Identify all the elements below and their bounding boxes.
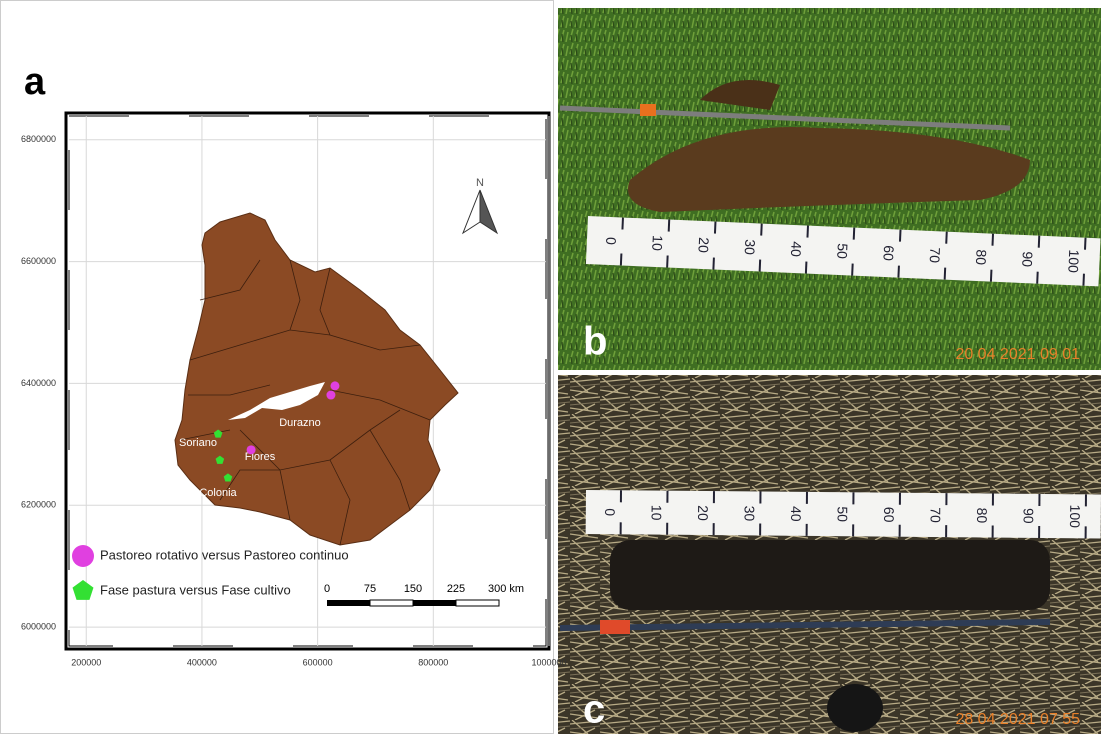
ruler-tick bbox=[992, 234, 993, 246]
figure: a Durazno Soriano Flores Colonia N 0 75 … bbox=[0, 0, 1101, 734]
panel-label: b bbox=[583, 320, 607, 364]
ruler-label: 10 bbox=[649, 505, 665, 521]
point bbox=[326, 391, 335, 400]
ruler-tick bbox=[852, 264, 853, 276]
ruler-label: 0 bbox=[603, 237, 619, 246]
ruler-label: 60 bbox=[880, 245, 897, 261]
timestamp: 28 04 2021 07 55 bbox=[955, 711, 1080, 728]
ruler-tick bbox=[715, 222, 716, 234]
ruler: 0 10 20 30 40 50 60 70 80 90 100 bbox=[586, 490, 1101, 538]
scale-label: 150 bbox=[404, 583, 422, 595]
x-tick-label: 600000 bbox=[303, 657, 333, 667]
point bbox=[330, 381, 339, 390]
ruler-label: 90 bbox=[1021, 508, 1037, 524]
photo-c: c 28 04 2021 07 55 bbox=[558, 375, 1101, 734]
ruler-label: 100 bbox=[1067, 505, 1083, 529]
ruler-label: 50 bbox=[835, 506, 851, 522]
ruler-tick bbox=[1037, 272, 1038, 284]
ruler-label: 80 bbox=[973, 249, 990, 265]
ruler-label: 40 bbox=[788, 241, 805, 257]
legend-label: Pastoreo rotativo versus Pastoreo contin… bbox=[100, 547, 349, 562]
x-tick-label: 200000 bbox=[71, 657, 101, 667]
boot bbox=[827, 684, 883, 732]
panel-label: c bbox=[583, 688, 605, 732]
ruler-label: 80 bbox=[974, 508, 990, 524]
ruler-tick bbox=[667, 256, 668, 268]
ruler-tick bbox=[622, 218, 623, 230]
ruler-label: 50 bbox=[834, 243, 851, 259]
ruler-label: 30 bbox=[742, 506, 758, 522]
scale-label: 0 bbox=[324, 583, 330, 595]
ruler-label: 20 bbox=[695, 237, 712, 253]
ruler-tick bbox=[854, 228, 855, 240]
y-tick-label: 6000000 bbox=[21, 621, 56, 631]
panel-label: a bbox=[24, 61, 46, 103]
ruler-tick bbox=[898, 266, 899, 278]
scale-seg bbox=[370, 600, 413, 606]
ruler-tick bbox=[669, 220, 670, 232]
ruler-tick bbox=[621, 253, 622, 265]
ruler-tick bbox=[946, 232, 947, 244]
ruler-label: 100 bbox=[1065, 249, 1082, 273]
ruler-tick bbox=[991, 270, 992, 282]
y-tick-label: 6200000 bbox=[21, 500, 56, 510]
scale-label: 225 bbox=[447, 583, 465, 595]
scale-seg bbox=[456, 600, 499, 606]
scale-seg bbox=[413, 600, 456, 606]
x-tick-label: 800000 bbox=[418, 657, 448, 667]
ruler-label: 40 bbox=[788, 506, 804, 522]
ruler-tick bbox=[900, 230, 901, 242]
ruler-tick bbox=[1085, 238, 1086, 250]
soil-core bbox=[610, 540, 1050, 610]
x-tick-label: 400000 bbox=[187, 657, 217, 667]
photo-b: b 20 04 2021 09 01 bbox=[558, 8, 1101, 370]
ruler-label: 10 bbox=[649, 235, 666, 251]
point bbox=[247, 445, 256, 454]
ruler-tick bbox=[713, 258, 714, 270]
tape bbox=[640, 104, 656, 116]
legend-marker bbox=[72, 545, 94, 567]
y-tick-label: 6400000 bbox=[21, 378, 56, 388]
tape bbox=[600, 620, 630, 634]
ruler-label: 70 bbox=[928, 507, 944, 523]
place-label: Durazno bbox=[279, 417, 321, 429]
ruler-tick bbox=[945, 268, 946, 280]
ruler-label: 20 bbox=[695, 505, 711, 521]
ruler-label: 30 bbox=[742, 239, 759, 255]
ruler-tick bbox=[1083, 274, 1084, 286]
y-tick-label: 6800000 bbox=[21, 134, 56, 144]
place-label: Colonia bbox=[199, 487, 237, 499]
ruler-tick bbox=[807, 226, 808, 238]
ruler-label: 0 bbox=[602, 508, 618, 516]
scale-label: 75 bbox=[364, 583, 376, 595]
scale-label: 300 km bbox=[488, 583, 524, 595]
x-tick-label: 1000000 bbox=[531, 657, 566, 667]
ruler-label: 60 bbox=[881, 507, 897, 523]
ruler-tick bbox=[760, 260, 761, 272]
north-label: N bbox=[476, 177, 484, 189]
ruler-tick bbox=[806, 262, 807, 274]
place-label: Soriano bbox=[179, 437, 217, 449]
ruler-label: 70 bbox=[927, 247, 944, 263]
ruler-label: 90 bbox=[1019, 251, 1036, 267]
scale-seg bbox=[327, 600, 370, 606]
ruler-tick bbox=[1039, 236, 1040, 248]
legend-label: Fase pastura versus Fase cultivo bbox=[100, 582, 291, 597]
timestamp: 20 04 2021 09 01 bbox=[955, 346, 1080, 363]
ruler-tick bbox=[761, 224, 762, 236]
y-tick-label: 6600000 bbox=[21, 256, 56, 266]
divider bbox=[555, 370, 1101, 375]
